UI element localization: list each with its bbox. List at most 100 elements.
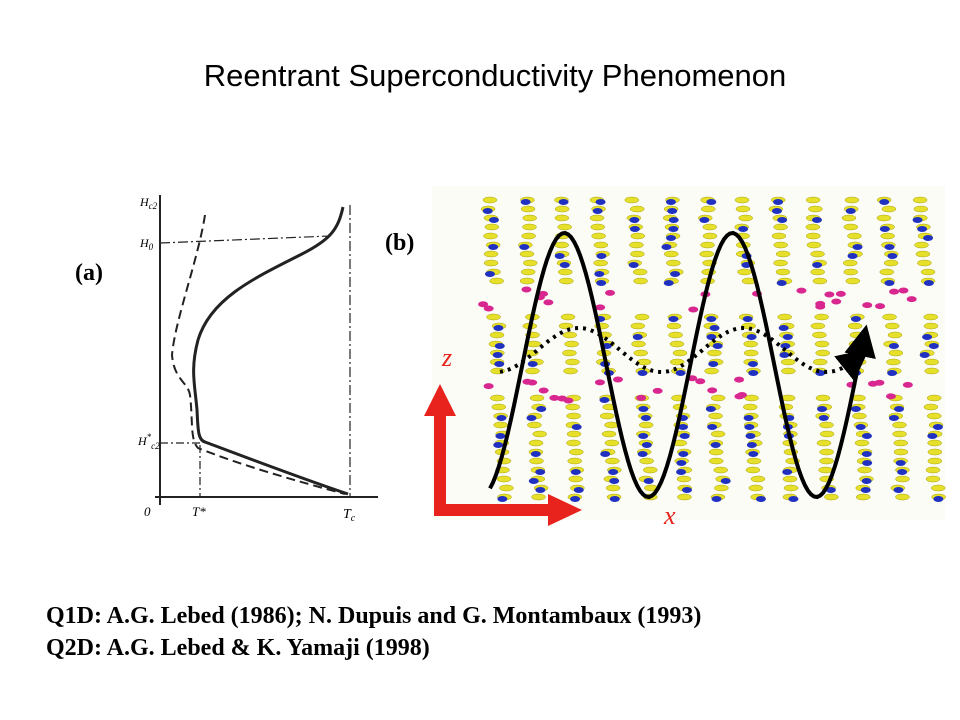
molecule: [847, 253, 858, 259]
molecule: [876, 214, 892, 222]
molecule: [818, 466, 833, 474]
h0-base: H: [139, 236, 150, 250]
molecule: [892, 430, 907, 438]
molecule: [529, 394, 545, 402]
molecule: [841, 214, 857, 222]
molecule: [932, 424, 943, 430]
molecule: [720, 478, 731, 484]
molecule: [705, 406, 716, 412]
molecule: [483, 305, 494, 312]
molecule: [699, 250, 714, 258]
molecule: [562, 349, 577, 357]
molecule: [748, 370, 759, 376]
molecule: [484, 271, 495, 277]
molecule: [882, 313, 897, 321]
molecule: [493, 325, 504, 331]
molecule: [709, 325, 720, 331]
molecule: [861, 451, 872, 457]
molecule: [629, 217, 640, 223]
molecule: [676, 460, 687, 466]
molecule: [886, 358, 901, 366]
molecule: [486, 313, 501, 321]
molecule: [926, 412, 942, 420]
molecule: [845, 208, 856, 214]
molecule: [489, 331, 505, 339]
molecule: [850, 316, 861, 322]
molecule: [531, 493, 546, 501]
molecule: [745, 466, 761, 474]
molecule: [543, 299, 554, 306]
molecule: [631, 340, 646, 348]
molecule: [669, 358, 685, 366]
molecule: [815, 303, 826, 310]
molecule: [920, 268, 936, 276]
molecule: [706, 316, 717, 322]
molecule: [630, 250, 645, 258]
molecule: [852, 244, 863, 250]
hc2-sub: c2: [149, 201, 158, 211]
molecule: [737, 268, 752, 276]
molecule: [915, 250, 931, 258]
molecule: [493, 442, 504, 448]
molecule: [670, 271, 681, 277]
molecule: [712, 343, 723, 349]
hc2star-label: H*c2: [137, 432, 160, 451]
molecule: [750, 475, 766, 483]
molecule: [565, 358, 580, 366]
molecule: [860, 487, 871, 493]
molecule: [688, 306, 699, 313]
molecule: [592, 208, 603, 214]
molecule: [702, 223, 718, 231]
molecule: [925, 475, 941, 483]
molecule: [554, 241, 569, 249]
molecule: [782, 334, 793, 340]
molecule: [538, 387, 549, 394]
molecule: [591, 232, 606, 240]
molecule: [707, 349, 722, 357]
dotted-trajectory: [499, 325, 870, 382]
molecule: [493, 421, 508, 429]
molecule: [636, 394, 647, 401]
molecule: [637, 370, 648, 376]
molecule: [528, 439, 544, 447]
molecule: [923, 313, 939, 321]
z-arrow-shaft: [434, 412, 446, 516]
molecule: [695, 378, 706, 385]
molecule: [788, 496, 799, 502]
molecule: [633, 349, 648, 357]
molecule: [521, 232, 536, 240]
molecule: [924, 367, 939, 375]
molecule: [835, 290, 846, 297]
molecule: [812, 277, 828, 285]
molecule: [643, 466, 658, 474]
molecule: [924, 358, 939, 366]
molecule: [923, 322, 939, 330]
molecule: [895, 475, 910, 483]
molecule: [707, 424, 718, 430]
molecule: [663, 280, 674, 286]
molecule: [879, 199, 890, 205]
molecule: [817, 406, 828, 412]
molecule: [819, 457, 834, 465]
molecule: [782, 469, 793, 475]
molecule: [567, 457, 582, 465]
molecule: [624, 196, 640, 204]
molecule: [879, 226, 890, 232]
molecule: [778, 325, 789, 331]
molecule: [652, 387, 663, 394]
reference-line: Q1D: A.G. Lebed (1986); N. Dupuis and G.…: [46, 603, 702, 629]
molecule: [643, 478, 654, 484]
molecule: [520, 268, 536, 276]
molecule: [708, 361, 719, 367]
molecule: [812, 331, 827, 339]
molecule: [641, 442, 652, 448]
molecule: [805, 232, 821, 240]
molecule: [554, 214, 570, 222]
molecule: [816, 439, 832, 447]
slide-title: Reentrant Superconductivity Phenomenon: [203, 58, 787, 93]
molecule: [523, 259, 538, 267]
molecule: [887, 331, 903, 339]
molecule: [926, 394, 942, 402]
molecule: [605, 484, 621, 492]
